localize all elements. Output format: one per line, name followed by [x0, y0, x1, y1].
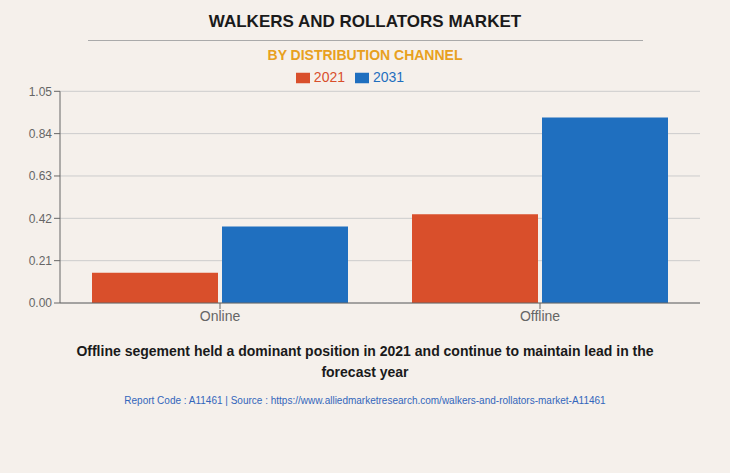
- svg-text:0.21: 0.21: [29, 254, 53, 268]
- svg-text:0.42: 0.42: [29, 212, 53, 226]
- svg-text:0.00: 0.00: [29, 296, 53, 310]
- svg-text:Offline: Offline: [520, 308, 560, 324]
- html-text:BY DISTRIBUTION CHANNEL: BY DISTRIBUTION CHANNEL: [267, 47, 463, 63]
- html-text:2031: 2031: [373, 69, 405, 85]
- html-text:WALKERS AND ROLLATORS MARKET: WALKERS AND ROLLATORS MARKET: [208, 12, 522, 31]
- html-text:forecast year: forecast year: [321, 364, 409, 380]
- svg-text:1.05: 1.05: [29, 85, 53, 99]
- svg-text:0.84: 0.84: [29, 127, 53, 141]
- html-text:Offline segement held a domina: Offline segement held a dominant positio…: [76, 343, 654, 359]
- svg-text:Online: Online: [200, 308, 241, 324]
- html-text:Report Code : A11461 | Source: Report Code : A11461 | Source : https://…: [124, 395, 606, 406]
- html-text:2021: 2021: [313, 69, 345, 85]
- svg-text:0.63: 0.63: [29, 169, 53, 183]
